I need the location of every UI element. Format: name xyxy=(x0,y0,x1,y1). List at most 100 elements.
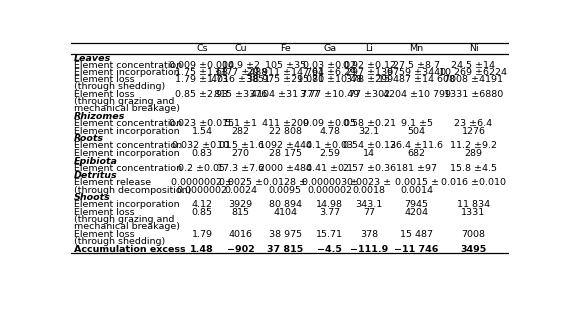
Text: 27.5 ±8.7: 27.5 ±8.7 xyxy=(393,61,440,70)
Text: 7.61 ±6.29: 7.61 ±6.29 xyxy=(303,68,357,77)
Text: 4.12: 4.12 xyxy=(192,200,212,209)
Text: −11 746: −11 746 xyxy=(394,245,439,254)
Text: 0.0095: 0.0095 xyxy=(269,186,302,195)
Text: 0.0018: 0.0018 xyxy=(353,186,386,195)
Text: 17.3 ±7.6: 17.3 ±7.6 xyxy=(217,164,264,173)
Text: Element loss: Element loss xyxy=(74,90,135,99)
Text: 14: 14 xyxy=(363,149,375,158)
Text: 0.41 ±0.1: 0.41 ±0.1 xyxy=(306,164,353,173)
Text: 77: 77 xyxy=(363,208,375,216)
Text: 0.03 ±0.02: 0.03 ±0.02 xyxy=(303,61,357,70)
Text: 1.79: 1.79 xyxy=(192,230,212,239)
Text: (through grazing and: (through grazing and xyxy=(74,215,175,224)
Text: 1.54: 1.54 xyxy=(192,127,212,136)
Text: 38 975 ±29 080: 38 975 ±29 080 xyxy=(246,75,324,84)
Text: 0.000002: 0.000002 xyxy=(307,186,353,195)
Text: 504: 504 xyxy=(407,127,425,136)
Text: 26.4 ±11.6: 26.4 ±11.6 xyxy=(390,141,443,150)
Text: 411 ±209: 411 ±209 xyxy=(262,119,308,128)
Text: 32.1: 32.1 xyxy=(359,127,380,136)
Text: 15.71: 15.71 xyxy=(316,230,344,239)
Text: 297 ±139: 297 ±139 xyxy=(346,68,393,77)
Text: 289: 289 xyxy=(464,149,483,158)
Text: 7008: 7008 xyxy=(462,230,485,239)
Text: 9.1 ±5: 9.1 ±5 xyxy=(401,119,433,128)
Text: 2.59: 2.59 xyxy=(319,149,340,158)
Text: 10.5 ±1.6: 10.5 ±1.6 xyxy=(217,141,264,150)
Text: 3929: 3929 xyxy=(228,200,253,209)
Text: Mn: Mn xyxy=(410,44,424,53)
Text: Accumulation excess: Accumulation excess xyxy=(74,245,186,254)
Text: 15 487: 15 487 xyxy=(400,230,433,239)
Text: 15 487 ±14 608: 15 487 ±14 608 xyxy=(378,75,455,84)
Text: 1.79 ±1.73: 1.79 ±1.73 xyxy=(175,75,229,84)
Text: 5.1 ±1: 5.1 ±1 xyxy=(224,119,257,128)
Text: 0.0025 ±: 0.0025 ± xyxy=(219,178,263,187)
Text: 378 ±299: 378 ±299 xyxy=(346,75,393,84)
Text: 0.58 ±0.21: 0.58 ±0.21 xyxy=(343,119,396,128)
Text: 1331 ±6880: 1331 ±6880 xyxy=(444,90,503,99)
Text: Cs: Cs xyxy=(196,44,208,53)
Text: Shoots: Shoots xyxy=(74,193,111,202)
Text: 4204: 4204 xyxy=(405,208,428,216)
Text: 0.0015 ±: 0.0015 ± xyxy=(394,178,438,187)
Text: 4104: 4104 xyxy=(273,208,297,216)
Text: 80 894: 80 894 xyxy=(269,200,302,209)
Text: Epibiota: Epibiota xyxy=(74,157,118,166)
Text: 4.78: 4.78 xyxy=(319,127,340,136)
Text: 10 269 ±6224: 10 269 ±6224 xyxy=(440,68,507,77)
Text: Element loss: Element loss xyxy=(74,208,135,216)
Text: 0.0014: 0.0014 xyxy=(400,186,433,195)
Text: 38 975: 38 975 xyxy=(268,230,302,239)
Text: 105 ±35: 105 ±35 xyxy=(264,61,306,70)
Text: 181 ±97: 181 ±97 xyxy=(396,164,437,173)
Text: 29 911 ±14 794: 29 911 ±14 794 xyxy=(247,68,324,77)
Text: Fe: Fe xyxy=(280,44,290,53)
Text: 0.0128 ±: 0.0128 ± xyxy=(263,178,307,187)
Text: 10.9 ±2: 10.9 ±2 xyxy=(221,61,259,70)
Text: 1.75 ±1.68: 1.75 ±1.68 xyxy=(176,68,228,77)
Text: Element loss: Element loss xyxy=(74,75,135,84)
Text: 0.016 ±0.010: 0.016 ±0.010 xyxy=(441,178,506,187)
Text: −902: −902 xyxy=(227,245,254,254)
Text: 0.0024: 0.0024 xyxy=(224,186,257,195)
Text: Rhizomes: Rhizomes xyxy=(74,112,125,121)
Text: 270: 270 xyxy=(232,149,250,158)
Text: 22 808: 22 808 xyxy=(269,127,302,136)
Text: 0.83: 0.83 xyxy=(192,149,212,158)
Text: 343.1: 343.1 xyxy=(355,200,383,209)
Text: −111.9: −111.9 xyxy=(350,245,388,254)
Text: 0.032 ±0.01: 0.032 ±0.01 xyxy=(172,141,232,150)
Text: Element incorporation: Element incorporation xyxy=(74,127,180,136)
Text: 1276: 1276 xyxy=(462,127,485,136)
Text: 3377 ±488: 3377 ±488 xyxy=(214,68,267,77)
Text: 4016: 4016 xyxy=(228,230,253,239)
Text: Element release: Element release xyxy=(74,178,151,187)
Text: Element incorporation: Element incorporation xyxy=(74,68,180,77)
Text: 0.009 ±0.004: 0.009 ±0.004 xyxy=(170,61,234,70)
Text: 24.5 ±14: 24.5 ±14 xyxy=(451,61,496,70)
Text: Element incorporation: Element incorporation xyxy=(74,149,180,158)
Text: 0.09 ±0.05: 0.09 ±0.05 xyxy=(303,119,357,128)
Text: Ga: Ga xyxy=(323,44,336,53)
Text: Cu: Cu xyxy=(234,44,247,53)
Text: 4204 ±10 799: 4204 ±10 799 xyxy=(383,90,450,99)
Text: 7945: 7945 xyxy=(405,200,428,209)
Text: 2.57 ±0.36: 2.57 ±0.36 xyxy=(343,164,396,173)
Text: 15.71 ±10.48: 15.71 ±10.48 xyxy=(297,75,362,84)
Text: Element concentration: Element concentration xyxy=(74,164,182,173)
Text: (through grazing and: (through grazing and xyxy=(74,97,175,106)
Text: 0.2 ±0.05: 0.2 ±0.05 xyxy=(179,164,225,173)
Text: mechanical breakage): mechanical breakage) xyxy=(74,104,180,114)
Text: Element concentration: Element concentration xyxy=(74,141,182,150)
Text: 815: 815 xyxy=(232,208,250,216)
Text: 1331: 1331 xyxy=(462,208,485,216)
Text: 0.0023 ±: 0.0023 ± xyxy=(347,178,392,187)
Text: 2000 ±484: 2000 ±484 xyxy=(259,164,312,173)
Text: mechanical breakage): mechanical breakage) xyxy=(74,222,180,231)
Text: 14.98: 14.98 xyxy=(316,200,344,209)
Text: (through shedding): (through shedding) xyxy=(74,237,166,246)
Text: (through decomposition): (through decomposition) xyxy=(74,186,192,195)
Text: 4016 ±3851: 4016 ±3851 xyxy=(211,75,270,84)
Text: Element concentration: Element concentration xyxy=(74,119,182,128)
